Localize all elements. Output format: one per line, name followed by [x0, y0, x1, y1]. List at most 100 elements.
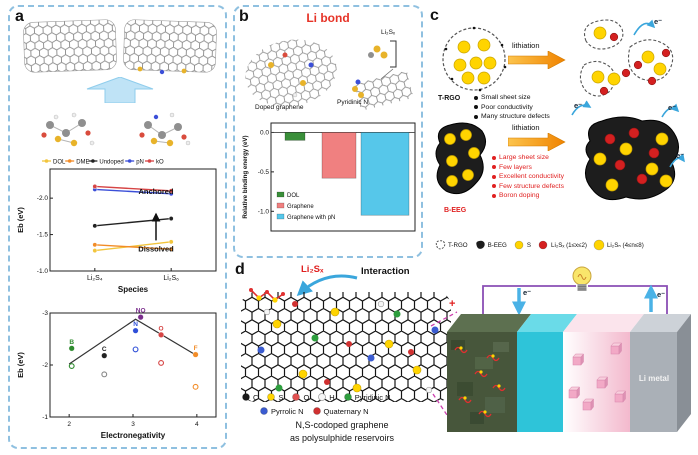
electron-label-right: e⁻: [657, 290, 666, 299]
interaction-label: Interaction: [361, 266, 410, 277]
li-metal-label: Li metal: [638, 374, 670, 383]
electron-label: e⁻: [654, 17, 663, 26]
legend-item: Li₂Sₓ (1≤x≤2): [537, 239, 587, 251]
legend-item: S: [513, 239, 531, 251]
electron-label-left: e⁻: [523, 288, 532, 297]
panel-d: d Li₂Sₓ Interaction C S O H Pyridinic N Pyrr…: [233, 262, 695, 453]
separator-slab: [517, 332, 563, 432]
svg-text:-2.0: -2.0: [37, 195, 49, 202]
panel-c-legend: T-RGO B-EEG S Li₂Sₓ (1≤x≤2) Li₂Sₙ (4≤n≤8): [434, 239, 644, 251]
li-bond-title: Li bond: [306, 11, 350, 25]
svg-text:Dissolved: Dissolved: [138, 245, 174, 254]
svg-text:Eb (eV): Eb (eV): [16, 207, 25, 233]
svg-text:Relative binding energy (eV): Relative binding energy (eV): [242, 135, 249, 218]
svg-text:Species: Species: [118, 285, 149, 294]
svg-text:-1: -1: [42, 414, 48, 421]
svg-text:3: 3: [131, 421, 135, 428]
svg-text:-2: -2: [42, 362, 48, 369]
li-metal-slab: [630, 332, 677, 432]
panel-b: b Li bond Li₂Sₓ Pyridinic N Doped graphe…: [233, 5, 423, 258]
panel-b-label: b: [239, 8, 249, 25]
caption-line-2: as polysulphide reservoirs: [289, 433, 395, 443]
interaction-arrow-icon: [296, 274, 358, 297]
panel-c-label: c: [430, 7, 439, 24]
panel-a-label: a: [15, 8, 24, 25]
svg-text:-1.0: -1.0: [37, 268, 49, 275]
svg-text:pN: pN: [136, 160, 144, 166]
li-bond-illustration: [245, 39, 414, 111]
binding-energy-chart: 0.0 -0.5 -1.0 Relative binding energy (eV) D…: [242, 122, 416, 232]
legend-item: B-EEG: [474, 239, 507, 251]
svg-text:DOL: DOL: [53, 160, 66, 166]
b-eeg-name: B-EEG: [444, 207, 467, 214]
lithiated-b-eeg-illustration: [585, 116, 679, 201]
legend-item: T-RGO: [434, 239, 468, 251]
panel-c: c lithiation: [428, 5, 694, 258]
anchoring-energy-chart: -2.0 -1.5 -1.0 Li₂S₄ Li₂S₆ Species Eb (eV) DOL D…: [16, 159, 217, 294]
atom-legend-item: O: [291, 392, 309, 402]
atom-legend-item: Pyridinic N: [343, 392, 391, 402]
solvated-molecules-illustration: [41, 112, 191, 147]
panel-a: a: [8, 5, 227, 449]
atom-legend-row-2: Pyrrolic N Quaternary N: [259, 406, 369, 416]
li2sx-label: Li₂Sₓ: [301, 264, 324, 275]
svg-text:Li₂S₆: Li₂S₆: [163, 275, 179, 282]
atom-legend-row-1: C S O H Pyridinic N: [241, 392, 391, 402]
atom-legend-item: C: [241, 392, 258, 402]
svg-text:NO: NO: [136, 308, 146, 315]
li2s-cube: [572, 353, 585, 366]
svg-text:-1.0: -1.0: [258, 208, 270, 215]
polysulfide-squiggles: [454, 346, 506, 418]
lithiation-label-1: lithiation: [512, 41, 540, 50]
svg-text:4: 4: [195, 421, 199, 428]
electron-label: e⁻: [676, 151, 685, 160]
svg-text:2: 2: [67, 421, 71, 428]
li2s-cube: [614, 390, 627, 403]
bullet-item: Few layers: [492, 163, 564, 173]
bullet-item: Small sheet size: [474, 93, 550, 103]
bulb-icon: [572, 266, 592, 291]
svg-text:kO: kO: [156, 160, 164, 166]
lithiated-t-rgo-illustration: [579, 19, 674, 97]
electron-label: e⁻: [574, 101, 583, 110]
atom-legend-item: Quaternary N: [312, 406, 369, 416]
svg-text:B: B: [69, 339, 74, 346]
legend-item: Li₂Sₙ (4≤n≤8): [593, 239, 644, 251]
bullet-item: Large sheet size: [492, 153, 564, 163]
molecule-cluster-right: [139, 112, 191, 147]
bullet-item: Many structure defects: [474, 112, 550, 122]
doped-graphene-label: Doped graphene: [255, 104, 304, 111]
li2s-cube: [568, 386, 581, 399]
li2s-cube: [610, 342, 623, 355]
svg-text:DOL: DOL: [287, 193, 300, 199]
t-rgo-name: T-RGO: [438, 95, 461, 102]
electron-label: e⁻: [668, 103, 677, 112]
t-rgo-flake-illustration: [442, 26, 507, 92]
li2s-cube: [582, 398, 595, 411]
bullet-item: Poor conductivity: [474, 103, 550, 113]
bullet-item: Boron doping: [492, 191, 564, 201]
svg-text:Graphene with pN: Graphene with pN: [287, 215, 335, 221]
svg-text:-0.5: -0.5: [258, 169, 270, 176]
caption-line-1: N,S-codoped graphene: [295, 420, 389, 430]
li2s-cube: [596, 376, 609, 389]
molecule-cluster-left: [41, 112, 95, 147]
svg-text:Undoped: Undoped: [99, 160, 123, 166]
svg-text:F: F: [194, 345, 198, 352]
graphene-lattice-illustration: [241, 288, 451, 402]
b-eeg-bullets: Large sheet size Few layers Excellent cond…: [492, 153, 564, 201]
pyridinic-n-label: Pyridinic N: [337, 99, 369, 106]
panel-d-label: d: [235, 262, 245, 278]
bullet-item: Few structure defects: [492, 182, 564, 192]
svg-text:O: O: [159, 325, 164, 332]
t-rgo-bullets: Small sheet size Poor conductivity Many st…: [474, 93, 550, 122]
svg-text:Li₂S₄: Li₂S₄: [87, 275, 103, 282]
graphene-sheets-illustration: [23, 19, 217, 75]
lithiation-arrow-icon-2: [508, 133, 566, 151]
svg-text:Eb (eV): Eb (eV): [16, 352, 25, 378]
svg-text:Graphene: Graphene: [287, 204, 314, 210]
svg-text:N: N: [133, 321, 138, 328]
battery-illustration: [447, 266, 691, 432]
